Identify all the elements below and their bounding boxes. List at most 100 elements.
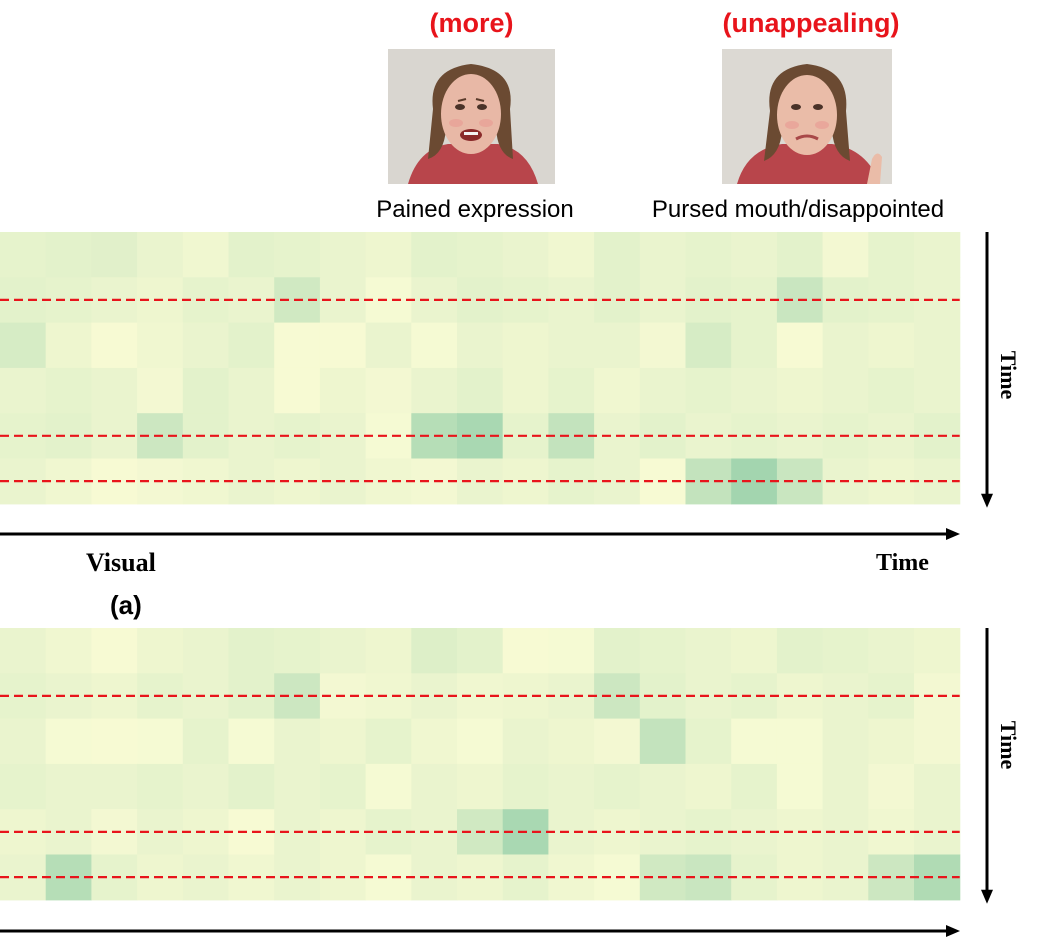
heatmap-cell <box>365 367 412 414</box>
heatmap-cell <box>548 413 595 460</box>
heatmap-cell <box>228 763 275 810</box>
heatmap-cell <box>91 322 138 369</box>
heatmap-cell <box>776 763 824 810</box>
panel-label-a: (a) <box>110 590 142 620</box>
heatmap-cell <box>0 322 47 369</box>
heatmap-cell <box>457 232 504 278</box>
heatmap-cell <box>137 763 184 810</box>
time-axis-label-vertical-a: Time <box>996 350 1021 400</box>
heatmap-cell <box>457 367 504 414</box>
heatmap-cell <box>731 673 778 720</box>
heatmap-cell <box>914 322 961 369</box>
heatmap-cell <box>502 763 549 810</box>
heatmap-cell <box>457 718 504 765</box>
heatmap-cell <box>548 673 595 720</box>
heatmap-cell <box>776 628 824 674</box>
heatmap-cell <box>639 718 687 765</box>
heatmap-cell <box>548 854 595 901</box>
horizontal-arrowhead <box>946 528 960 540</box>
heatmap-cell <box>639 322 687 369</box>
heatmap-cell <box>776 367 824 414</box>
vertical-arrowhead <box>981 889 993 904</box>
heatmap-cell <box>822 232 869 278</box>
heatmap-cell <box>182 322 230 369</box>
emotion-word-unappealing: (unappealing) <box>722 8 900 38</box>
heatmap-cell <box>731 232 778 278</box>
heatmap-cell <box>685 763 732 810</box>
heatmap-cell <box>411 232 458 278</box>
heatmap-cell <box>639 367 687 414</box>
heatmap-cell <box>274 718 321 765</box>
heatmap-cell <box>548 718 595 765</box>
heatmap-1 <box>0 232 961 505</box>
heatmap-cell <box>914 232 961 278</box>
heatmap-cell <box>365 628 412 674</box>
heatmap-cell <box>914 367 961 414</box>
heatmap-2 <box>0 628 961 901</box>
heatmap-cell <box>594 322 641 369</box>
heatmap-cell <box>868 628 915 674</box>
heatmap-cell <box>0 628 47 674</box>
heatmap-cell <box>868 763 915 810</box>
heatmap-cell <box>228 367 275 414</box>
heatmap-cell <box>731 628 778 674</box>
heatmap-cell <box>319 763 367 810</box>
heatmap-cell <box>594 232 641 278</box>
heatmap-cell <box>502 367 549 414</box>
heatmap-cell <box>548 809 595 856</box>
heatmap-cell <box>502 232 549 278</box>
heatmap-cell <box>731 277 778 324</box>
heatmap-cell <box>319 367 367 414</box>
heatmap-cell <box>868 232 915 278</box>
heatmap-cell <box>731 413 778 460</box>
heatmap-cell <box>365 718 412 765</box>
heatmap-cell <box>731 854 778 901</box>
heatmap-cell <box>731 763 778 810</box>
heatmap-cell <box>868 367 915 414</box>
heatmap-cell <box>639 628 687 674</box>
heatmap-cell <box>502 718 549 765</box>
heatmap-cell <box>182 763 230 810</box>
heatmap-cell <box>365 413 412 460</box>
heatmap-cell <box>365 673 412 720</box>
heatmap-cell <box>411 718 458 765</box>
heatmap-cell <box>45 322 92 369</box>
heatmap-cell <box>274 628 321 674</box>
heatmap-cell <box>91 232 138 278</box>
heatmap-cell <box>365 809 412 856</box>
heatmap-cell <box>91 718 138 765</box>
heatmap-cell <box>319 628 367 674</box>
heatmap-cell <box>731 718 778 765</box>
heatmap-cell <box>91 763 138 810</box>
heatmap-cell <box>731 322 778 369</box>
heatmap-cell <box>45 718 92 765</box>
heatmap-cell <box>914 628 961 674</box>
heatmap-cell <box>548 458 595 505</box>
heatmap-cell <box>457 763 504 810</box>
heatmap-cell <box>137 322 184 369</box>
emotion-word-more: (more) <box>429 8 514 38</box>
vertical-arrowhead <box>981 493 993 508</box>
caption-pained-expression: Pained expression <box>376 196 574 223</box>
heatmap-cell <box>776 718 824 765</box>
heatmap-cell <box>182 367 230 414</box>
heatmap-cell <box>685 367 732 414</box>
heatmap-cell <box>822 628 869 674</box>
heatmap-cell <box>457 322 504 369</box>
heatmap-cell <box>502 322 549 369</box>
heatmap-cell <box>822 763 869 810</box>
heatmap-cell <box>45 367 92 414</box>
heatmap-cell <box>274 232 321 278</box>
heatmap-cell <box>365 277 412 324</box>
heatmap-cell <box>319 718 367 765</box>
heatmap-cell <box>228 232 275 278</box>
heatmap-cell <box>274 367 321 414</box>
heatmap-cell <box>502 628 549 674</box>
heatmap-cell <box>411 367 458 414</box>
heatmap-cell <box>0 232 47 278</box>
heatmap-cell <box>411 628 458 674</box>
heatmap-cell <box>228 718 275 765</box>
heatmap-cell <box>457 628 504 674</box>
heatmap-cell <box>137 232 184 278</box>
heatmap-cell <box>731 458 778 505</box>
